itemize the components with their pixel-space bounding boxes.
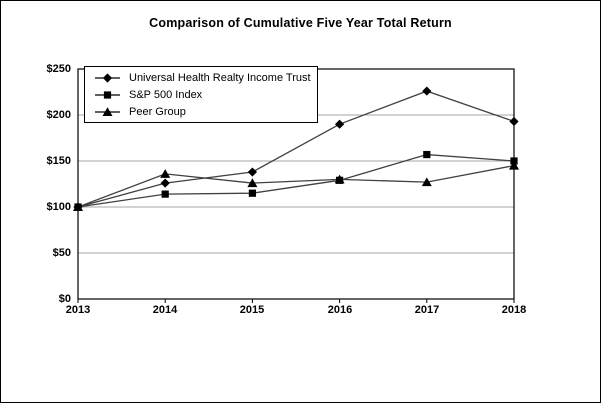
- x-axis-label-2015: 2015: [239, 304, 265, 316]
- x-axis-label-2017: 2017: [414, 304, 440, 316]
- legend-sample-marker: [103, 90, 112, 99]
- x-axis-label-2018: 2018: [501, 304, 527, 316]
- legend-marker-square-icon: [95, 90, 120, 99]
- legend-label: Peer Group: [129, 105, 186, 118]
- y-axis-label-0: $0: [58, 293, 71, 305]
- legend-item-sp500: S&P 500 Index: [95, 86, 317, 103]
- marker-diamond-2015: [247, 167, 257, 177]
- marker-square-2015: [248, 189, 256, 197]
- marker-diamond-2017: [422, 86, 432, 96]
- y-axis-label-250: $250: [46, 63, 71, 75]
- legend-sample-marker: [102, 106, 113, 116]
- marker-square-2017: [423, 150, 431, 159]
- marker-diamond-2013: [73, 202, 83, 212]
- chart-title: Comparison of Cumulative Five Year Total…: [149, 16, 452, 30]
- legend-marker-triangle-icon: [95, 106, 120, 116]
- series-line-0: [77, 90, 515, 208]
- x-axis-label-2013: 2013: [65, 304, 91, 316]
- series-line-1: [77, 153, 515, 208]
- series-line-2: [77, 164, 515, 208]
- legend-item-peer-group: Peer Group: [95, 103, 317, 120]
- legend-sample-marker: [102, 72, 113, 83]
- marker-diamond-2016: [335, 119, 345, 129]
- x-axis-label-2016: 2016: [327, 304, 353, 316]
- y-axis-label-50: $50: [52, 247, 71, 259]
- marker-square-2014: [161, 190, 169, 198]
- legend-label: S&P 500 Index: [129, 88, 203, 101]
- marker-diamond-2014: [160, 178, 170, 188]
- marker-triangle-2017: [421, 177, 432, 187]
- marker-diamond-2018: [509, 116, 519, 127]
- marker-triangle-2015: [247, 178, 258, 188]
- marker-triangle-2018: [509, 160, 519, 170]
- marker-triangle-2014: [160, 169, 171, 178]
- y-axis-label-200: $200: [46, 109, 71, 121]
- marker-square-2018: [510, 157, 518, 165]
- y-axis-label-100: $100: [46, 201, 71, 213]
- chart-legend: Universal Health Realty Income Trust S&P…: [84, 66, 318, 123]
- y-axis-label-150: $150: [46, 155, 71, 167]
- legend-label: Universal Health Realty Income Trust: [129, 71, 311, 84]
- x-axis-label-2014: 2014: [152, 304, 178, 316]
- legend-marker-diamond-icon: [95, 72, 120, 83]
- marker-square-2016: [336, 176, 344, 184]
- legend-item-uhrit: Universal Health Realty Income Trust: [95, 69, 317, 86]
